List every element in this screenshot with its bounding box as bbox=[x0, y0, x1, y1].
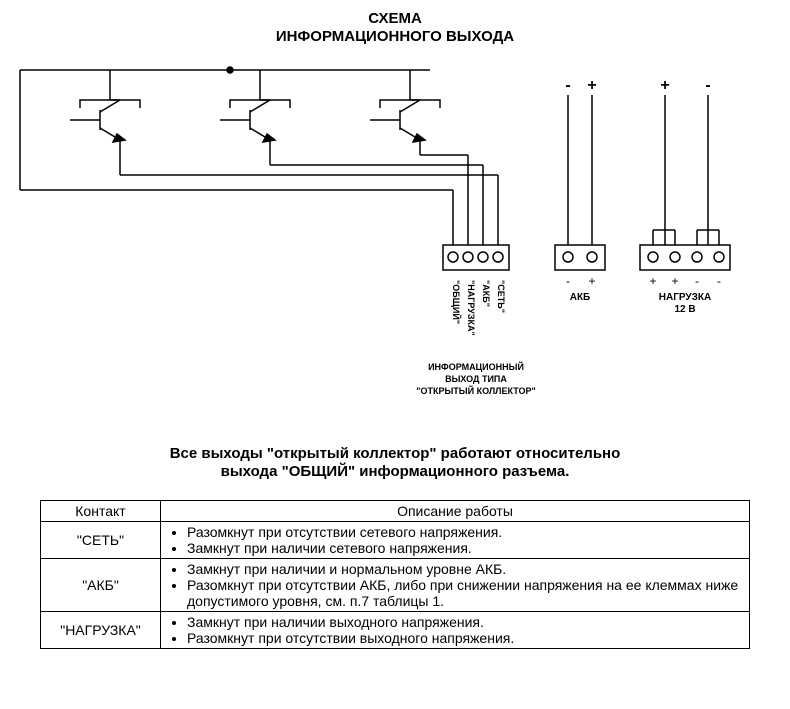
th-desc: Описание работы bbox=[161, 501, 750, 522]
cell-contact-0: "СЕТЬ" bbox=[41, 522, 161, 559]
cell-desc-0: Разомкнут при отсутствии сетевого напряж… bbox=[161, 522, 750, 559]
load-under-0: + bbox=[649, 274, 656, 288]
akb-under-1: + bbox=[588, 274, 595, 288]
table-row: "СЕТЬ" Разомкнут при отсутствии сетевого… bbox=[41, 522, 750, 559]
akb-sign-1: + bbox=[587, 77, 596, 94]
load-label1: НАГРУЗКА bbox=[659, 292, 711, 303]
term-label-1: "НАГРУЗКА" bbox=[466, 280, 476, 336]
cell-desc-1: Замкнут при наличии и нормальном уровне … bbox=[161, 559, 750, 612]
akb-sign-0: - bbox=[565, 77, 570, 94]
cell-contact-2: "НАГРУЗКА" bbox=[41, 612, 161, 649]
load-under-1: + bbox=[671, 274, 678, 288]
load-sign-0: + bbox=[660, 77, 669, 94]
table-row: "НАГРУЗКА" Замкнут при наличии выходного… bbox=[41, 612, 750, 649]
load-sign-1: - bbox=[705, 77, 710, 94]
load-under-2: - bbox=[695, 274, 699, 288]
akb-label: АКБ bbox=[570, 292, 591, 303]
cell-desc-2: Замкнут при наличии выходного напряжения… bbox=[161, 612, 750, 649]
akb-under-0: - bbox=[566, 274, 570, 288]
conn1-cap-0: ИНФОРМАЦИОННЫЙ bbox=[428, 361, 524, 372]
note-line1: Все выходы "открытый коллектор" работают… bbox=[0, 445, 790, 462]
circuit-diagram: "ОБЩИЙ" "НАГРУЗКА" "АКБ" "СЕТЬ" ИНФОРМАЦ… bbox=[0, 0, 790, 440]
cell-contact-1: "АКБ" bbox=[41, 559, 161, 612]
load-under-3: - bbox=[717, 274, 721, 288]
contact-table: Контакт Описание работы "СЕТЬ" Разомкнут… bbox=[40, 500, 750, 649]
conn1-cap-1: ВЫХОД ТИПА bbox=[445, 374, 507, 384]
load-label2: 12 В bbox=[674, 304, 695, 315]
note-line2: выхода "ОБЩИЙ" информационного разъема. bbox=[0, 463, 790, 480]
conn1-cap-2: "ОТКРЫТЫЙ КОЛЛЕКТОР" bbox=[416, 385, 536, 396]
table-row: "АКБ" Замкнут при наличии и нормальном у… bbox=[41, 559, 750, 612]
term-label-0: "ОБЩИЙ" bbox=[451, 280, 462, 324]
term-label-2: "АКБ" bbox=[481, 280, 491, 307]
th-contact: Контакт bbox=[41, 501, 161, 522]
term-label-3: "СЕТЬ" bbox=[496, 280, 506, 313]
